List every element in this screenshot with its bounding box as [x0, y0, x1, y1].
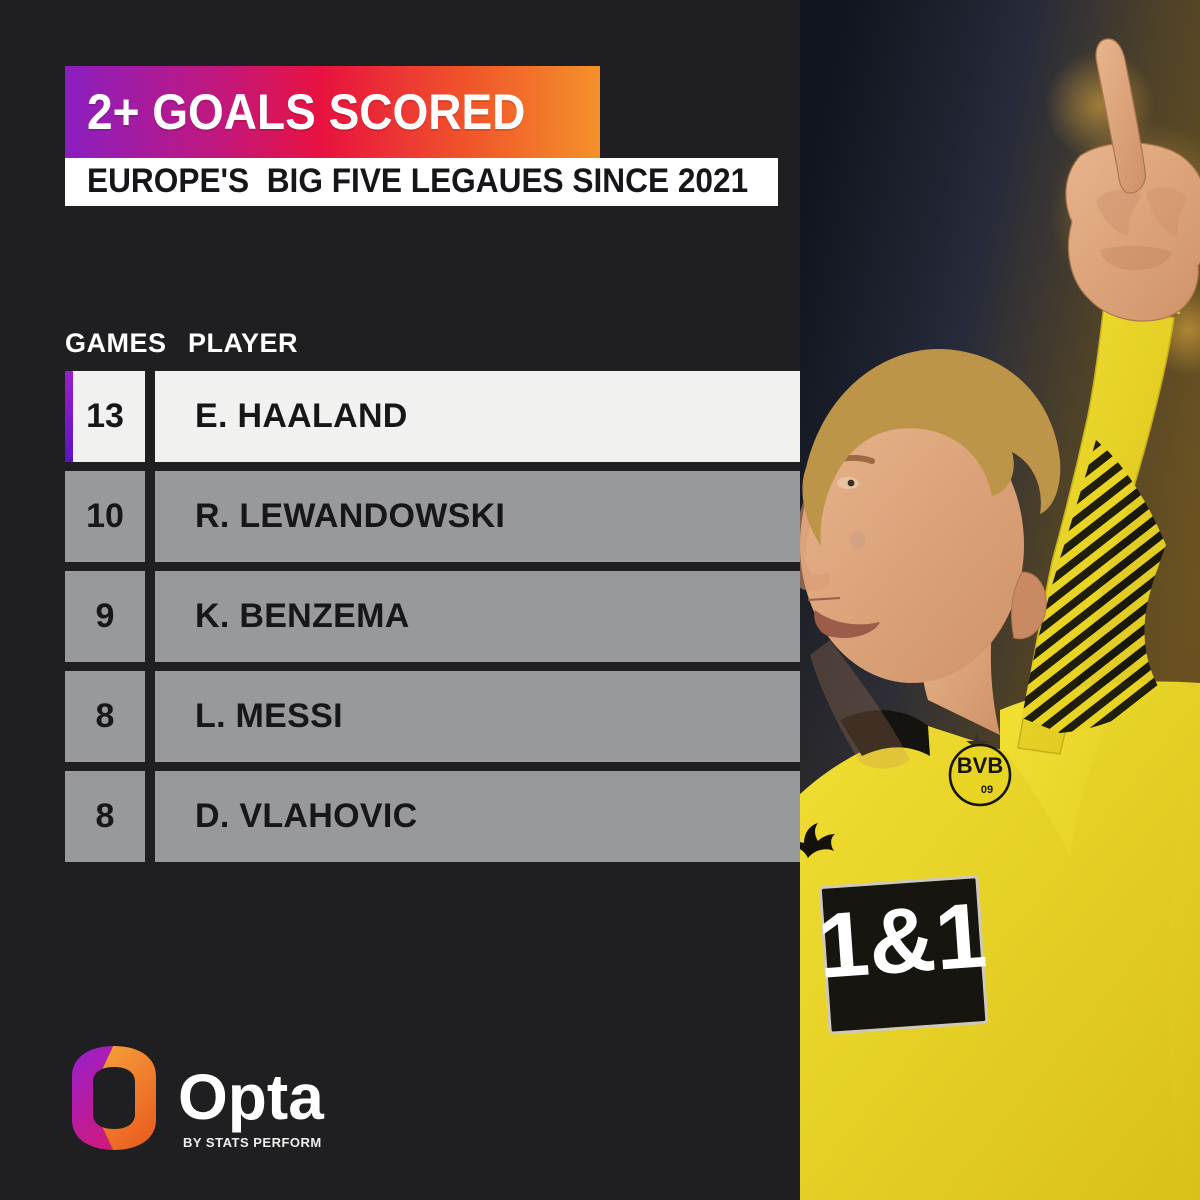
svg-text:09: 09: [981, 784, 993, 796]
svg-text:BVB: BVB: [957, 753, 1003, 778]
svg-text:1&1: 1&1: [814, 884, 989, 998]
